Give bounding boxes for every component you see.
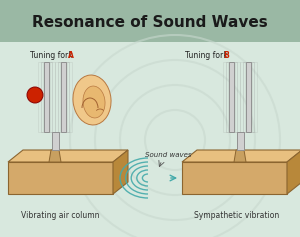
Text: Sound waves: Sound waves <box>145 152 191 158</box>
Bar <box>0 0 300 42</box>
Text: Resonance of Sound Waves: Resonance of Sound Waves <box>32 14 268 29</box>
Polygon shape <box>287 150 300 194</box>
Ellipse shape <box>73 75 111 125</box>
Bar <box>64 62 69 132</box>
Polygon shape <box>234 150 246 162</box>
Text: Vibrating air column: Vibrating air column <box>21 210 99 219</box>
Bar <box>232 62 237 132</box>
Bar <box>50 62 55 132</box>
Bar <box>47 62 52 132</box>
Bar <box>243 62 248 132</box>
Bar <box>67 62 72 132</box>
Bar <box>226 62 231 132</box>
Text: Sympathetic vibration: Sympathetic vibration <box>194 210 280 219</box>
Polygon shape <box>182 162 287 194</box>
Bar <box>235 62 240 132</box>
Bar <box>55 62 60 132</box>
Ellipse shape <box>83 86 105 118</box>
Polygon shape <box>182 150 300 162</box>
Text: Tuning fork: Tuning fork <box>185 50 230 59</box>
Bar <box>246 62 251 132</box>
Bar <box>58 62 63 132</box>
Bar <box>41 62 46 132</box>
Text: Tuning fork: Tuning fork <box>30 50 75 59</box>
Circle shape <box>27 87 43 103</box>
Bar <box>223 62 228 132</box>
Bar <box>44 62 49 132</box>
Bar <box>249 62 254 132</box>
Bar <box>52 132 58 150</box>
Polygon shape <box>8 150 128 162</box>
Text: A: A <box>68 50 74 59</box>
Bar <box>236 132 244 150</box>
Text: B: B <box>224 50 229 59</box>
Bar <box>240 62 245 132</box>
Bar <box>61 62 66 132</box>
Polygon shape <box>113 150 128 194</box>
Polygon shape <box>8 162 113 194</box>
Bar <box>229 62 234 132</box>
Bar <box>252 62 257 132</box>
Bar <box>38 62 43 132</box>
Polygon shape <box>49 150 61 162</box>
